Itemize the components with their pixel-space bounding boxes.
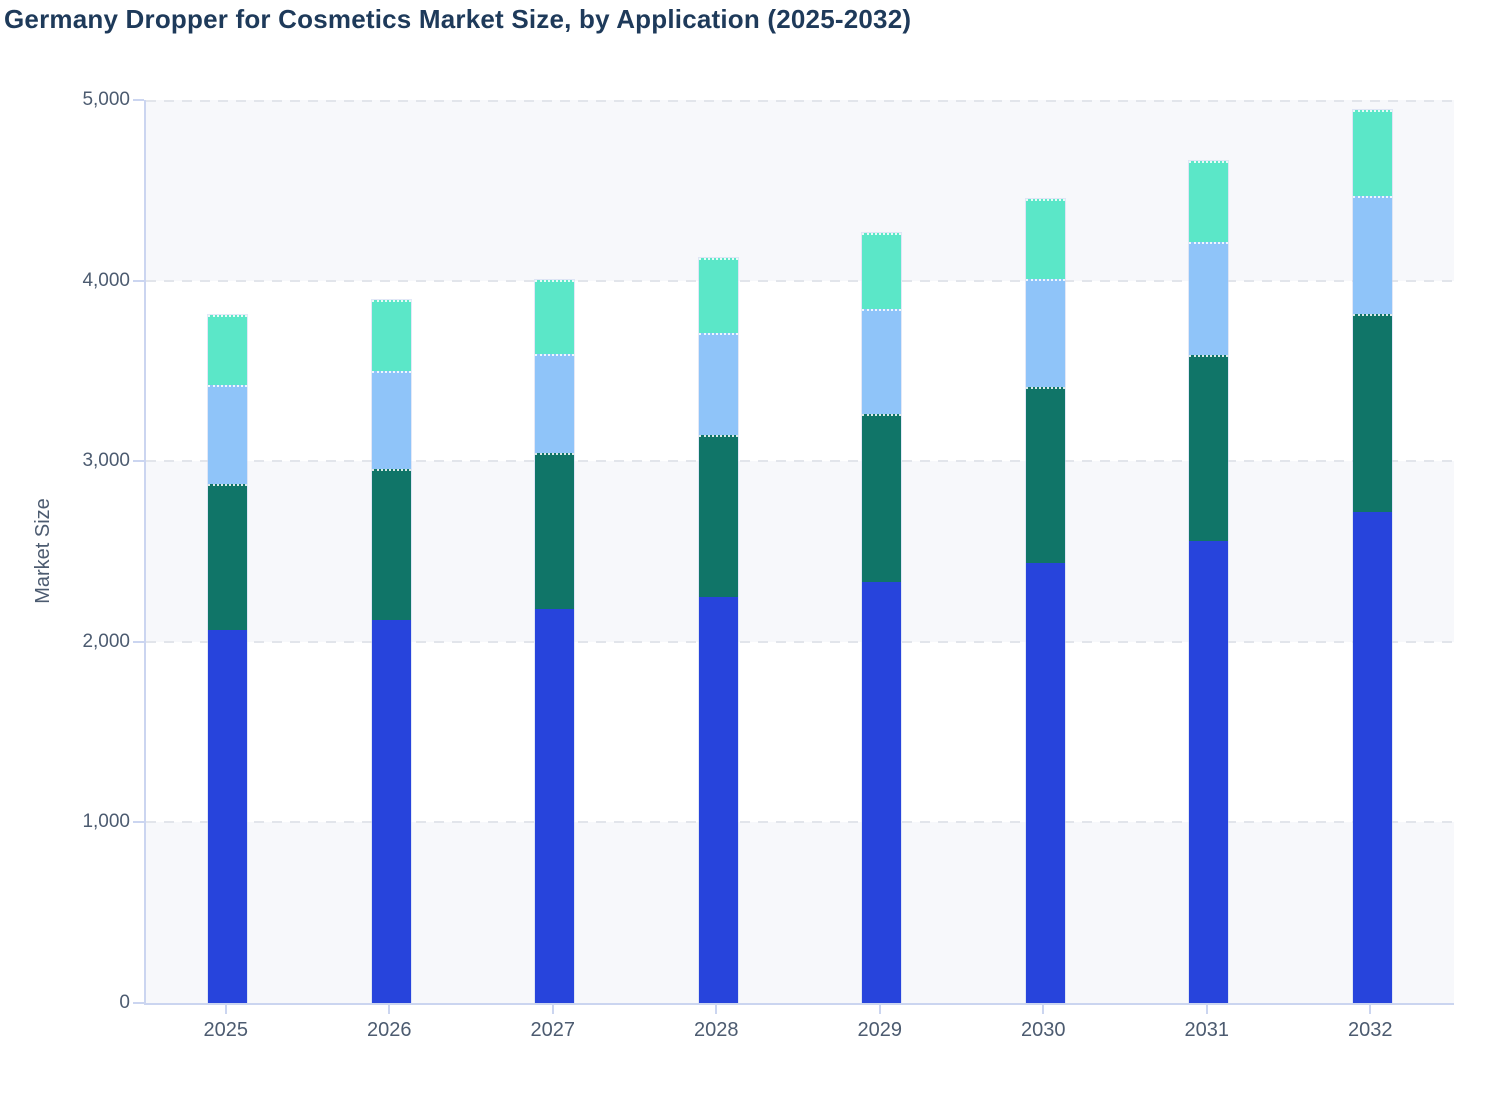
- bar-segment-2032-teal-segment[interactable]: [1352, 314, 1392, 512]
- stacked-bar-2028[interactable]: [698, 258, 738, 1003]
- x-axis-label-2028: 2028: [694, 1019, 739, 1041]
- y-axis-label-5000: 5,000: [82, 89, 130, 110]
- bar-segment-2031-mint-segment[interactable]: [1189, 160, 1229, 242]
- bar-segment-2026-royal-blue-segment[interactable]: [371, 620, 411, 1003]
- y-axis-label-2000: 2,000: [82, 630, 130, 652]
- gridline-5000: [146, 100, 1454, 102]
- y-axis-label-4000: 4,000: [82, 269, 130, 291]
- y-axis-label-3000: 3,000: [82, 450, 130, 472]
- row-band: [146, 461, 1454, 642]
- y-axis-label-0: 0: [119, 992, 130, 1013]
- y-axis-tick-2000: [133, 640, 144, 643]
- x-axis-label-2031: 2031: [1184, 1019, 1230, 1041]
- stacked-bar-2031[interactable]: [1189, 160, 1229, 1003]
- bar-segment-2025-mint-segment[interactable]: [208, 314, 248, 386]
- bar-segment-2028-mint-segment[interactable]: [698, 258, 738, 333]
- y-axis-tick-5000: [133, 99, 144, 101]
- x-axis-label-2025: 2025: [203, 1019, 249, 1041]
- bar-segment-2030-royal-blue-segment[interactable]: [1025, 563, 1065, 1003]
- bar-segment-2031-royal-blue-segment[interactable]: [1189, 540, 1229, 1003]
- bar-segment-2027-mint-segment[interactable]: [535, 279, 575, 354]
- gridline-3000: [146, 460, 1454, 463]
- bar-segment-2029-royal-blue-segment[interactable]: [862, 582, 902, 1003]
- x-axis-tick-2026: [388, 1005, 391, 1014]
- bar-segment-2025-royal-blue-segment[interactable]: [208, 630, 248, 1003]
- y-axis-label-1000: 1,000: [82, 811, 130, 833]
- bar-segment-2032-mint-segment[interactable]: [1352, 109, 1392, 196]
- bar-segment-2028-teal-segment[interactable]: [698, 435, 738, 597]
- y-axis-tick-3000: [133, 460, 144, 463]
- y-axis-tick-0: [133, 1002, 144, 1004]
- bar-segment-2027-light-blue-segment[interactable]: [535, 353, 575, 454]
- x-axis-tick-2030: [1042, 1005, 1045, 1014]
- stacked-bar-2030[interactable]: [1025, 199, 1065, 1003]
- bar-segment-2027-teal-segment[interactable]: [535, 453, 575, 610]
- bar-segment-2029-teal-segment[interactable]: [862, 414, 902, 583]
- bar-segment-2032-light-blue-segment[interactable]: [1352, 195, 1392, 315]
- bar-segment-2030-light-blue-segment[interactable]: [1025, 278, 1065, 388]
- bar-segment-2030-mint-segment[interactable]: [1025, 199, 1065, 279]
- chart-title: Germany Dropper for Cosmetics Market Siz…: [4, 4, 912, 34]
- bar-segment-2026-mint-segment[interactable]: [371, 299, 411, 371]
- row-band: [146, 822, 1454, 1003]
- bar-segment-2029-mint-segment[interactable]: [862, 232, 902, 309]
- y-axis-tick-4000: [133, 279, 144, 282]
- bar-segment-2025-teal-segment[interactable]: [208, 483, 248, 631]
- bar-segment-2031-teal-segment[interactable]: [1189, 354, 1229, 541]
- stacked-bar-2029[interactable]: [862, 232, 902, 1003]
- y-axis-tick-1000: [133, 821, 144, 824]
- bar-segment-2029-light-blue-segment[interactable]: [862, 308, 902, 415]
- stacked-bar-2027[interactable]: [535, 279, 575, 1003]
- x-axis-tick-2029: [878, 1005, 881, 1014]
- gridline-2000: [146, 640, 1454, 643]
- x-axis-tick-2032: [1369, 1005, 1372, 1014]
- bar-segment-2031-light-blue-segment[interactable]: [1189, 241, 1229, 355]
- x-axis-tick-2028: [715, 1005, 718, 1014]
- x-axis-label-2027: 2027: [530, 1019, 576, 1041]
- bar-segment-2026-light-blue-segment[interactable]: [371, 370, 411, 470]
- plot-area: [144, 100, 1454, 1005]
- bar-segment-2028-light-blue-segment[interactable]: [698, 332, 738, 436]
- gridline-1000: [146, 821, 1454, 824]
- x-axis-label-2030: 2030: [1021, 1019, 1066, 1041]
- x-axis-tick-2031: [1205, 1005, 1208, 1014]
- stacked-bar-2032[interactable]: [1352, 109, 1392, 1003]
- y-axis-title: Market Size: [32, 498, 54, 604]
- x-axis-label-2032: 2032: [1348, 1019, 1393, 1041]
- stacked-bar-2025[interactable]: [208, 314, 248, 1003]
- bar-segment-2032-royal-blue-segment[interactable]: [1352, 511, 1392, 1003]
- x-axis-tick-2025: [224, 1005, 227, 1014]
- bar-segment-2030-teal-segment[interactable]: [1025, 387, 1065, 564]
- x-axis-label-2029: 2029: [857, 1019, 903, 1041]
- bar-segment-2026-teal-segment[interactable]: [371, 469, 411, 621]
- gridline-4000: [146, 279, 1454, 282]
- bar-segment-2027-royal-blue-segment[interactable]: [535, 609, 575, 1003]
- x-axis-label-2026: 2026: [367, 1019, 412, 1041]
- x-axis-tick-2027: [551, 1005, 554, 1014]
- bar-segment-2025-light-blue-segment[interactable]: [208, 385, 248, 484]
- stacked-bar-2026[interactable]: [371, 299, 411, 1003]
- bar-segment-2028-royal-blue-segment[interactable]: [698, 596, 738, 1003]
- row-band: [146, 100, 1454, 281]
